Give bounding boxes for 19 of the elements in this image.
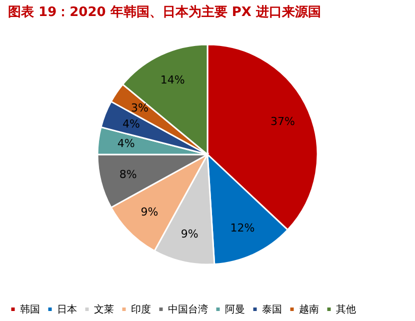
data-label: 4% xyxy=(117,137,135,150)
legend-label: 越南 xyxy=(299,303,319,316)
chart-title: 图表 19：2020 年韩国、日本为主要 PX 进口来源国 xyxy=(8,4,321,20)
legend-label: 日本 xyxy=(57,303,77,316)
legend-label: 印度 xyxy=(131,303,151,316)
data-label: 12% xyxy=(230,222,255,235)
data-label: 8% xyxy=(119,168,137,181)
legend-label: 其他 xyxy=(336,303,356,316)
data-label: 37% xyxy=(270,114,295,128)
legend-label: 文莱 xyxy=(94,303,114,316)
legend-label: 泰国 xyxy=(262,304,282,316)
legend-label: 阿曼 xyxy=(225,304,245,316)
legend-label: 中国台湾 xyxy=(168,303,208,316)
data-label: 14% xyxy=(160,73,185,86)
data-label: 9% xyxy=(140,205,158,218)
legend-label: 韩国 xyxy=(20,303,40,316)
data-label: 3% xyxy=(130,101,148,114)
data-label: 9% xyxy=(180,228,198,241)
data-label: 4% xyxy=(122,117,140,130)
